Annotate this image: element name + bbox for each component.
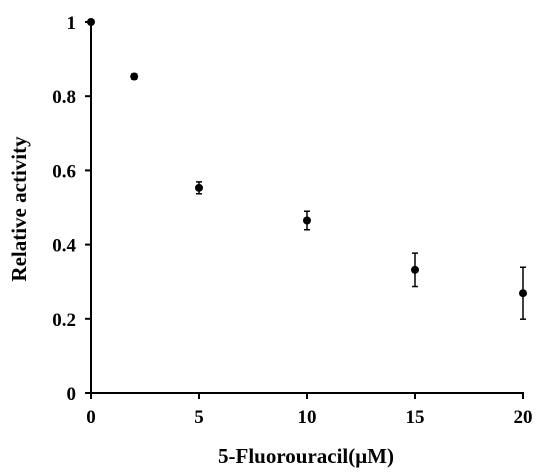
axes (90, 22, 524, 394)
data-point (195, 183, 203, 192)
x-tick-label: 0 (86, 407, 96, 428)
data-point (519, 289, 527, 298)
y-tick-label: 0 (67, 384, 77, 405)
y-tick-label: 1 (67, 13, 77, 34)
error-bars (131, 73, 526, 320)
y-axis-ticks: 0 0.2 0.4 0.6 0.8 1 (52, 13, 91, 405)
x-axis-ticks: 0 5 10 15 20 (86, 393, 533, 428)
x-axis-title: 5-Fluorouracil(μM) (218, 444, 394, 468)
x-tick-label: 15 (406, 407, 425, 428)
data-point (130, 72, 139, 81)
data-point (303, 216, 311, 225)
data-points (87, 18, 527, 298)
x-tick-label: 5 (194, 407, 204, 428)
y-tick-label: 0.4 (52, 236, 76, 257)
y-tick-label: 0.2 (52, 310, 76, 331)
data-point (87, 18, 95, 26)
x-tick-label: 20 (514, 407, 533, 428)
x-tick-label: 10 (298, 407, 317, 428)
data-point (411, 265, 419, 274)
y-axis-title: Relative activity (7, 136, 31, 282)
y-tick-label: 0.8 (52, 87, 76, 108)
y-tick-label: 0.6 (52, 161, 76, 182)
